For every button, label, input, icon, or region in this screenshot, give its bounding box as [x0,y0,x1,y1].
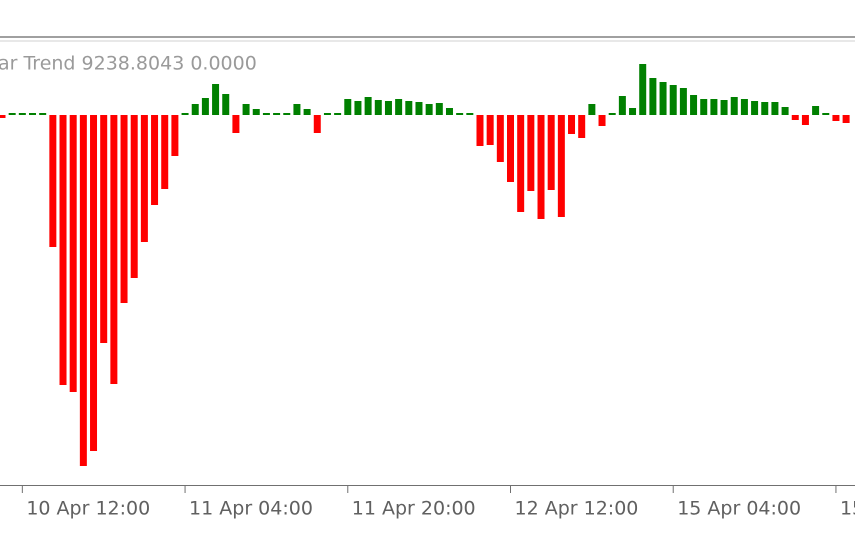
histogram-bar [486,115,494,145]
histogram-bar [517,115,525,212]
histogram-bar [445,108,453,115]
histogram-bar [151,115,159,205]
histogram-bar [222,94,230,115]
histogram-bar [354,101,362,115]
histogram-bar [527,115,535,191]
histogram-bar [649,78,657,115]
histogram-bar [822,113,830,115]
histogram-bar [293,104,301,115]
histogram-bar [110,115,118,384]
histogram-bar [313,115,321,133]
histogram-bar [578,115,586,138]
x-tick-label: 12 Apr 12:00 [515,498,639,520]
histogram-bar [201,98,209,115]
histogram-bar [679,88,687,115]
histogram-bar [69,115,77,392]
histogram-bar [18,113,26,115]
histogram-bar [303,109,311,115]
histogram-bar [374,100,382,115]
histogram-bar [212,84,220,115]
histogram-bar [273,113,281,115]
histogram-bar [79,115,87,466]
histogram-bar [547,115,555,190]
histogram-bar [659,82,667,115]
histogram-bar [507,115,514,182]
histogram-bar [171,115,179,156]
histogram-bar [801,115,809,125]
histogram-bar [334,113,342,115]
x-tick-label: 11 Apr 20:00 [352,498,476,520]
histogram-bar [130,115,138,278]
x-tick-label: 15 Apr 04:00 [677,498,801,520]
histogram-bar [690,95,698,115]
histogram-bar [120,115,128,303]
histogram-bar [598,115,606,126]
histogram-bar [588,104,596,115]
histogram-bar [466,113,474,115]
histogram-bar [242,104,250,115]
histogram-bar [323,113,331,115]
histogram-bar [629,108,637,115]
histogram-bar [537,115,545,219]
histogram-bar [496,115,504,162]
histogram-bar [568,115,576,134]
histogram-bar [39,113,47,115]
x-tick-label: 10 Apr 12:00 [26,498,150,520]
histogram-bar [181,113,189,115]
histogram-bar [791,115,799,120]
histogram-bar [710,99,718,115]
histogram-bar [842,115,850,123]
x-tick-label: 11 Apr 04:00 [189,498,313,520]
histogram-bar [232,115,240,133]
histogram-bar [100,115,108,343]
histogram-bar [720,100,728,115]
histogram-bar [395,99,403,115]
histogram-bar [751,101,759,115]
histogram-bar [191,104,199,115]
x-tick-label: 15 Apr 20:00 [840,498,855,520]
histogram-bar [730,97,738,115]
histogram-bar [557,115,565,217]
histogram-bar [669,85,677,115]
histogram-bar [425,104,433,115]
histogram-bar [761,102,769,115]
histogram-bar [252,109,260,115]
histogram-bar [90,115,98,451]
indicator-label: ar Trend 9238.8043 0.0000 [0,53,257,75]
histogram-bar [832,115,840,121]
histogram-bar [618,96,626,115]
histogram-bar [781,107,789,115]
histogram-bar [8,113,16,115]
histogram-bar [49,115,57,247]
histogram-bar [384,101,392,115]
histogram-bar [435,103,443,115]
histogram-bar [59,115,67,385]
histogram-bar [639,64,647,115]
histogram-bar [29,113,37,115]
histogram-bar [608,113,616,115]
histogram-bar [812,106,820,115]
histogram-bar [161,115,169,189]
histogram-bar [740,99,748,115]
histogram-bar [364,97,372,115]
histogram-bar [0,115,6,118]
histogram-bar [415,102,423,115]
histogram-bar [456,113,464,115]
histogram-bar [283,113,291,115]
histogram-bar [344,99,352,115]
histogram-bar [700,99,708,115]
histogram-bar [140,115,148,242]
histogram-bar [771,102,779,115]
histogram-bar [476,115,484,146]
histogram-bar [262,113,270,115]
histogram-bar [405,101,413,115]
